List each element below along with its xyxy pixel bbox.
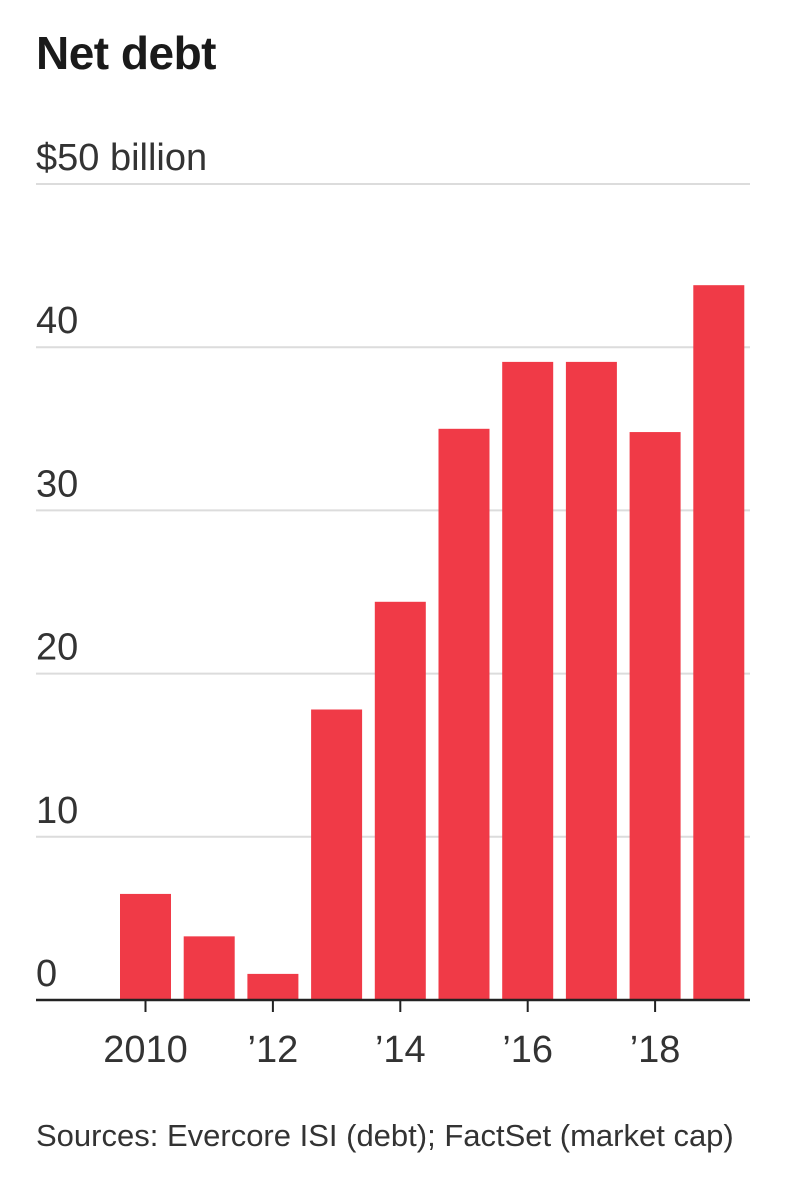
y-tick-label-30: 30 — [36, 463, 78, 505]
x-tick-label-2018: ’18 — [630, 1029, 681, 1071]
bar-2019 — [693, 285, 745, 1001]
x-tick-label-2012: ’12 — [248, 1029, 299, 1071]
bar-2014 — [374, 601, 426, 1000]
chart-title: Net debt — [36, 27, 217, 79]
x-tick-labels: 2010 ’12 ’14 ’16 ’18 — [103, 1000, 680, 1071]
bar-2011 — [183, 936, 235, 1000]
x-tick-label-2010: 2010 — [103, 1029, 188, 1071]
y-tick-label-10: 10 — [36, 790, 78, 832]
bar-2013 — [311, 709, 363, 1000]
bar-2018 — [629, 432, 681, 1001]
y-tick-label-40: 40 — [36, 300, 78, 342]
bar-2017 — [565, 361, 617, 1000]
y-tick-label-50: $50 billion — [36, 137, 207, 179]
bars — [120, 285, 745, 1001]
bar-2016 — [502, 361, 554, 1000]
bar-2015 — [438, 428, 490, 1000]
y-tick-label-20: 20 — [36, 627, 78, 669]
x-tick-label-2016: ’16 — [502, 1029, 553, 1071]
bar-2012 — [247, 973, 299, 1000]
x-tick-label-2014: ’14 — [375, 1029, 426, 1071]
bar-2010 — [120, 893, 171, 1000]
y-tick-labels: $50 billion 40 30 20 10 0 — [36, 137, 207, 995]
y-tick-label-0: 0 — [36, 953, 57, 995]
source-note: Sources: Evercore ISI (debt); FactSet (m… — [36, 1118, 734, 1153]
